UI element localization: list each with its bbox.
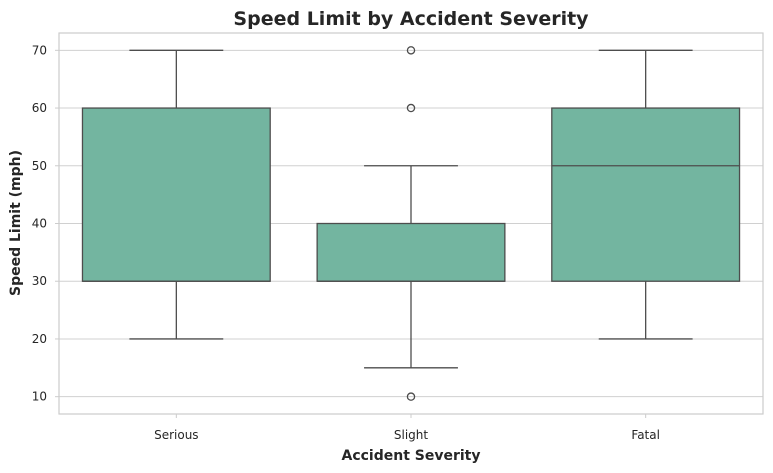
y-tick-label: 10 <box>32 390 47 404</box>
iqr-box <box>81 107 271 282</box>
box-serious <box>81 49 271 340</box>
box-series <box>81 46 741 401</box>
y-tick-label: 60 <box>32 101 47 115</box>
x-axis-label: Accident Severity <box>341 448 480 464</box>
y-tick-label: 50 <box>32 159 47 173</box>
iqr-box <box>551 107 741 282</box>
outlier-point <box>406 46 416 55</box>
y-tick-label: 40 <box>32 217 47 231</box>
x-tick-label: Slight <box>394 428 429 442</box>
x-axis-ticks: Serious Slight Fatal <box>154 414 660 442</box>
y-axis-label: Speed Limit (mph) <box>8 150 24 296</box>
outlier-point <box>406 103 416 113</box>
iqr-box <box>316 222 506 282</box>
chart-title: Speed Limit by Accident Severity <box>233 8 589 30</box>
x-tick-label: Fatal <box>631 428 660 442</box>
outlier-point <box>406 392 416 401</box>
box-slight <box>316 46 506 401</box>
x-tick-label: Serious <box>154 428 198 442</box>
y-tick-label: 30 <box>32 274 47 288</box>
y-tick-label: 20 <box>32 332 47 346</box>
y-axis-ticks: 10 20 30 40 50 60 70 <box>32 43 59 404</box>
box-fatal <box>551 49 741 340</box>
y-tick-label: 70 <box>32 43 47 57</box>
